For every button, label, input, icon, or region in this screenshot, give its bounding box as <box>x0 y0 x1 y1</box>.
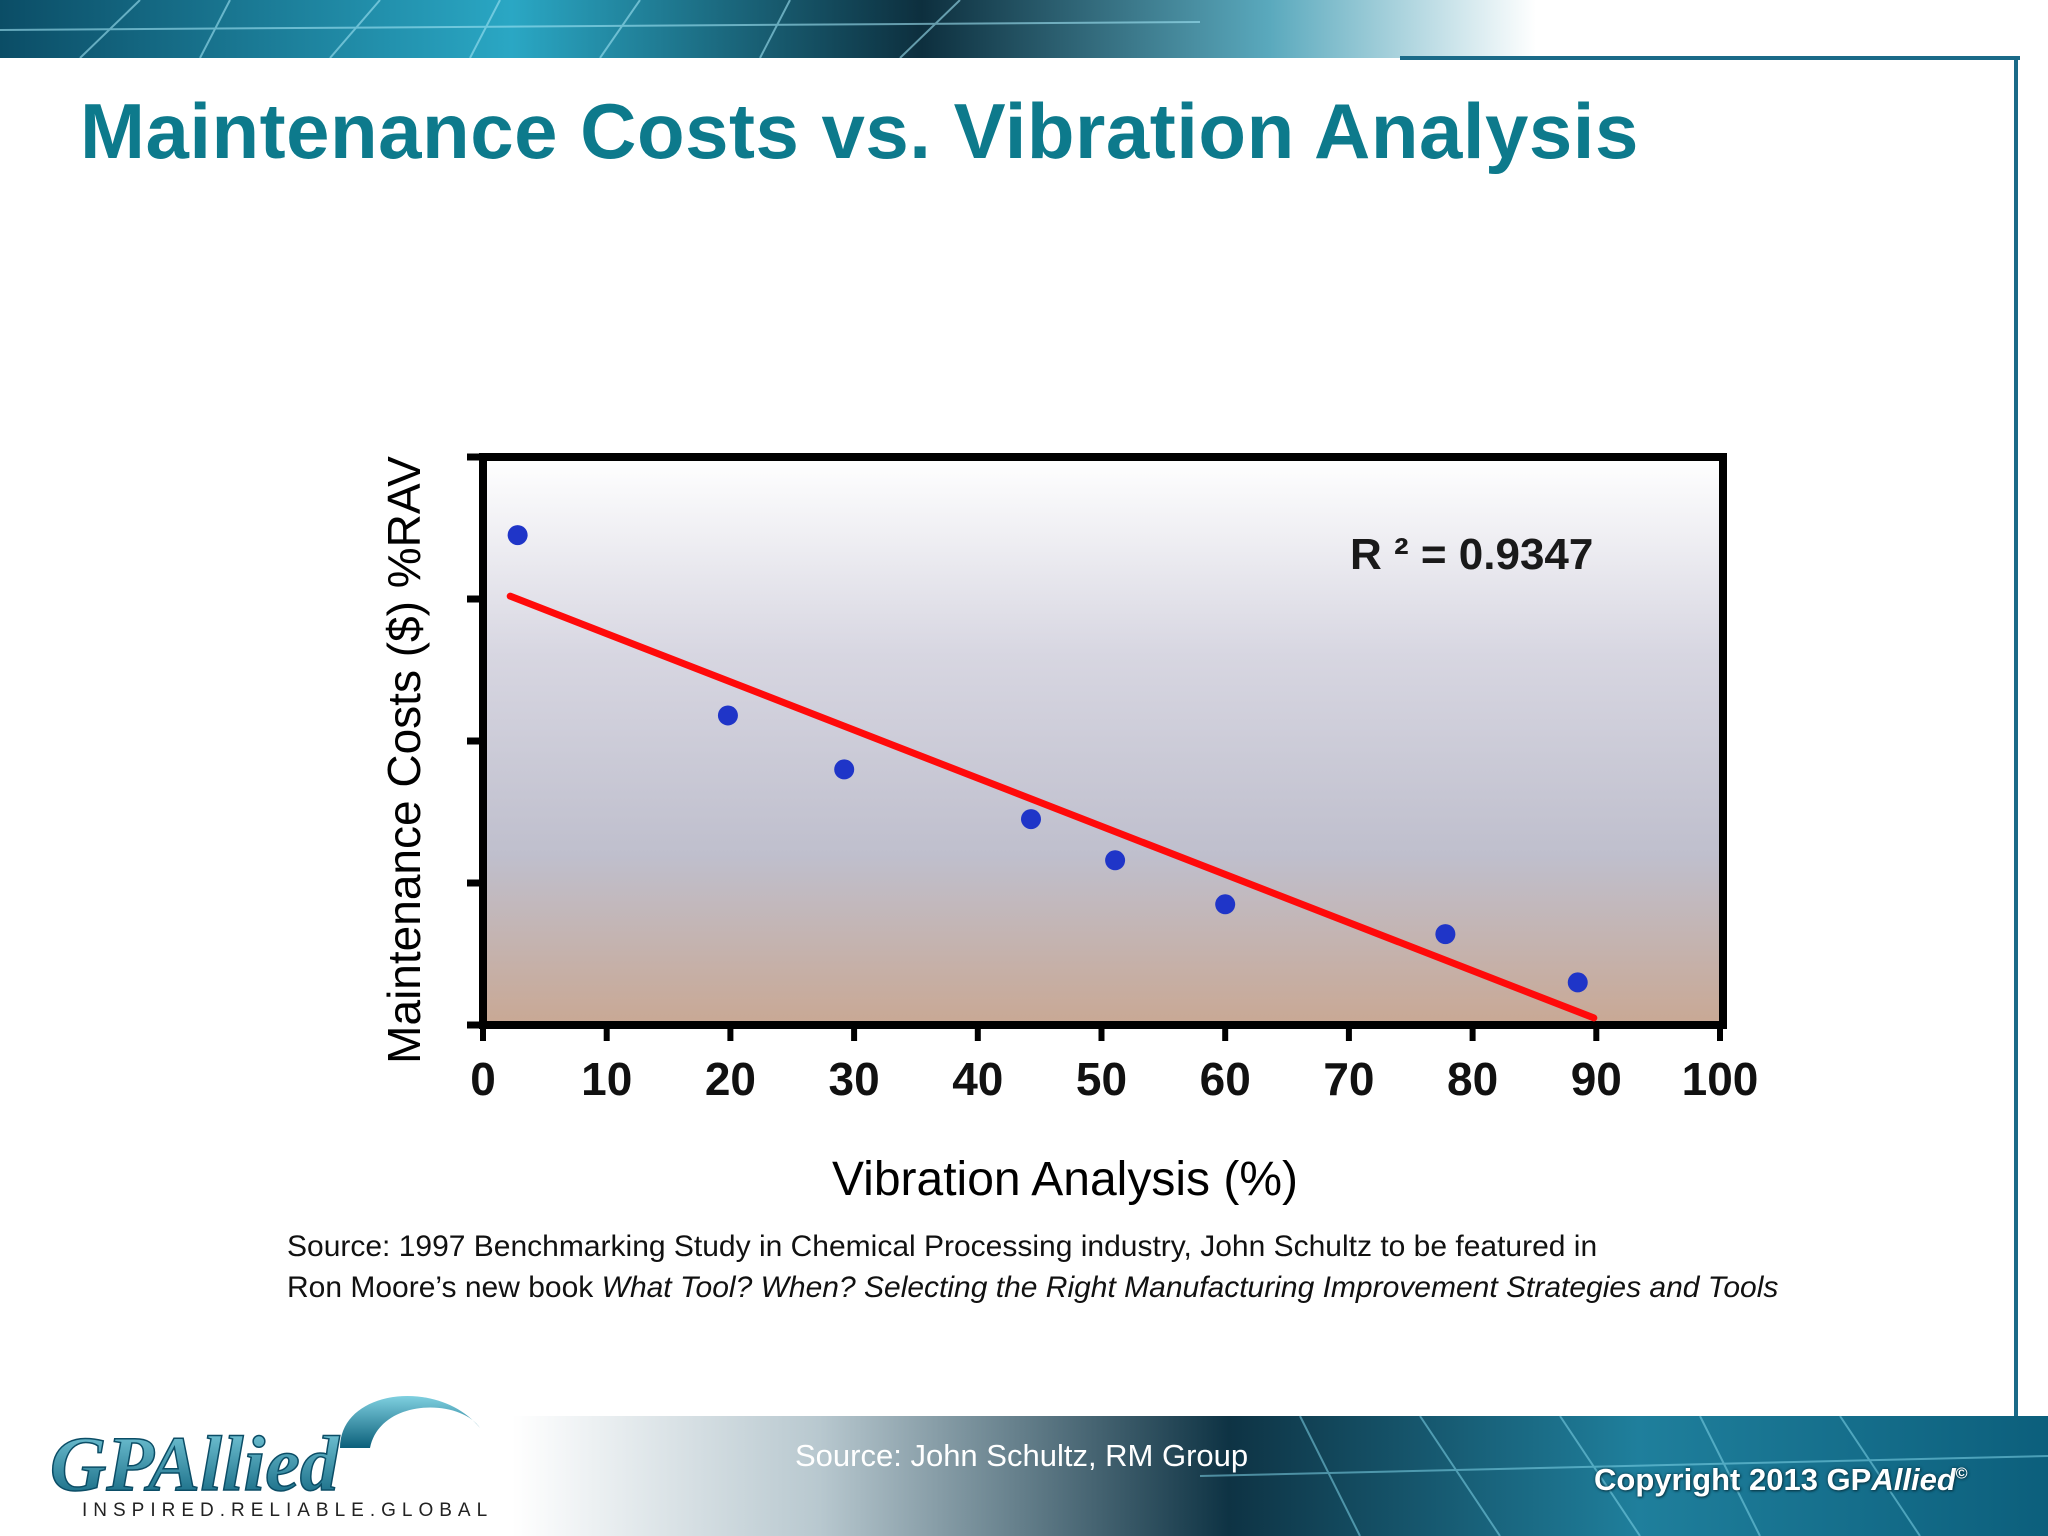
grid-lines <box>483 595 1723 887</box>
x-tick-label: 100 <box>1682 1053 1759 1105</box>
data-point <box>507 525 528 546</box>
data-point <box>1105 850 1126 871</box>
data-point <box>1215 894 1236 915</box>
data-point <box>717 705 738 726</box>
data-point <box>1020 809 1041 830</box>
source-citation: Source: 1997 Benchmarking Study in Chemi… <box>287 1226 1847 1308</box>
copyright-brand: Allied <box>1871 1462 1956 1497</box>
header-banner <box>0 0 2048 58</box>
source-line-2: Ron Moore’s new book What Tool? When? Se… <box>287 1267 1847 1308</box>
x-axis-label: Vibration Analysis (%) <box>832 1153 1298 1206</box>
frame-line-top <box>1400 56 2020 60</box>
source-line-1: Source: 1997 Benchmarking Study in Chemi… <box>287 1230 1598 1263</box>
x-tick-label: 70 <box>1323 1053 1374 1105</box>
copyright-notice: Copyright 2013 GPAllied© <box>1594 1462 1968 1498</box>
data-point <box>1567 972 1588 993</box>
y-axis-label: Maintenance Costs ($) %RAV <box>378 456 430 1064</box>
x-tick-label: 90 <box>1571 1053 1622 1105</box>
footer-banner-graphic <box>0 1416 2048 1536</box>
trendline-group <box>506 592 1598 1022</box>
x-tick-label: 50 <box>1076 1053 1127 1105</box>
logo-wordmark: GPAllied <box>50 1420 340 1507</box>
footer-banner <box>0 1416 2048 1536</box>
data-point <box>834 759 855 780</box>
footer-source: Source: John Schultz, RM Group <box>795 1438 1249 1473</box>
scatter-chart: 0 10 20 30 40 50 60 70 80 90 100 R ² = 0.9347 Vibr… <box>378 453 1758 1206</box>
source-line-2-prefix: Ron Moore’s new book <box>287 1271 602 1304</box>
slide-title: Maintenance Costs vs. Vibration Analysis <box>80 87 1639 175</box>
header-banner-graphic <box>0 0 2048 58</box>
gpallied-logo: GPAllied <box>49 1395 480 1508</box>
x-tick-label: 80 <box>1447 1053 1498 1105</box>
x-tick-label: 0 <box>470 1053 496 1105</box>
x-tick-label: 30 <box>829 1053 880 1105</box>
logo-swoosh <box>340 1395 480 1448</box>
x-tick-label: 60 <box>1200 1053 1251 1105</box>
data-points <box>507 525 1588 993</box>
x-tick-label: 20 <box>705 1053 756 1105</box>
book-title: What Tool? When? Selecting the Right Man… <box>601 1271 1779 1304</box>
data-point <box>1435 924 1456 945</box>
x-tick-label: 10 <box>581 1053 632 1105</box>
x-tick-labels: 0 10 20 30 40 50 60 70 80 90 100 <box>470 1053 1758 1105</box>
x-tick-label: 40 <box>952 1053 1003 1105</box>
y-ticks <box>467 453 483 1029</box>
copyright-mark: © <box>1955 1465 1968 1483</box>
frame-line-right <box>2014 56 2018 1416</box>
copyright-prefix: Copyright 2013 GP <box>1594 1462 1872 1497</box>
trendline <box>506 592 1598 1022</box>
logo-tagline: INSPIRED.RELIABLE.GLOBAL <box>82 1500 494 1521</box>
r-squared-annotation: R ² = 0.9347 <box>1350 530 1593 579</box>
